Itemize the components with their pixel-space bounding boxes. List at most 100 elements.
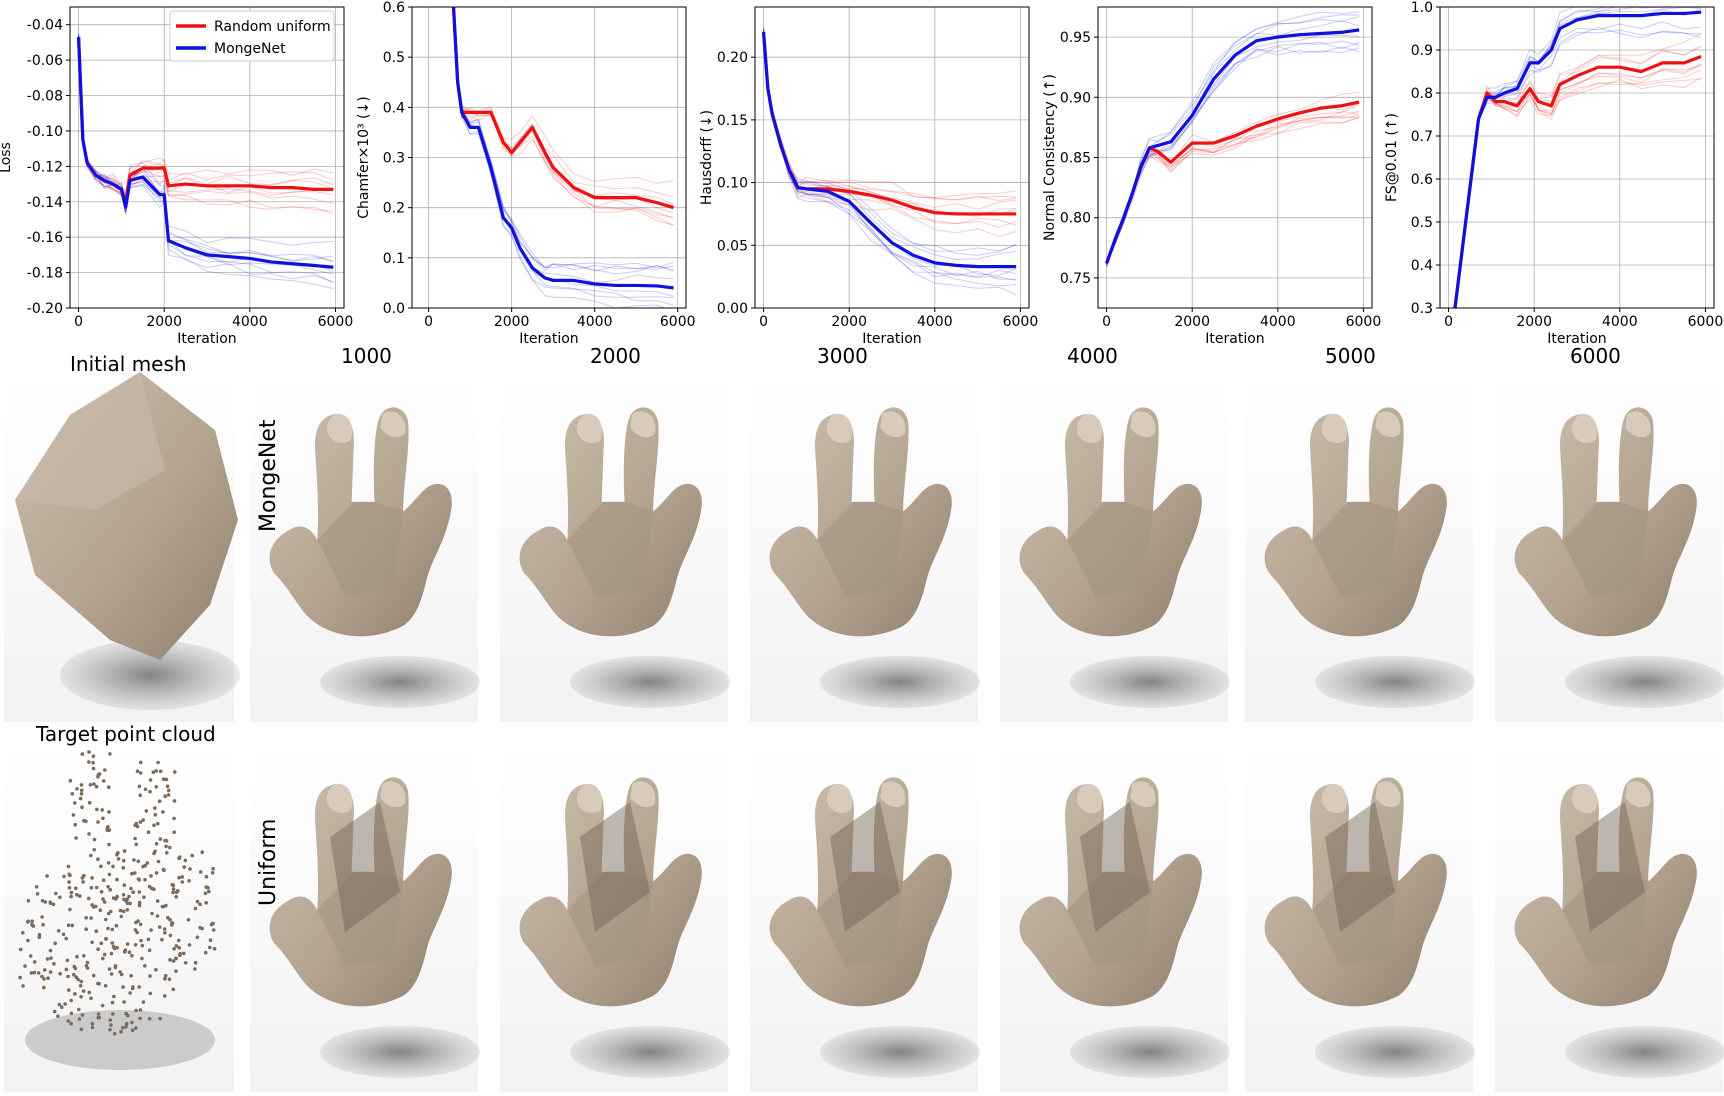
point <box>200 850 204 854</box>
series-trace-mongenet <box>78 36 334 283</box>
point <box>70 792 75 796</box>
plot-area <box>451 7 675 308</box>
mesh-artifact <box>580 802 650 932</box>
y-tick-label: -0.10 <box>27 124 63 140</box>
point <box>32 960 37 964</box>
point <box>45 874 49 878</box>
point <box>104 917 108 922</box>
x-tick-label: 2000 <box>146 314 182 330</box>
point <box>79 788 84 793</box>
point <box>118 908 123 913</box>
point <box>153 849 157 854</box>
point <box>69 1021 73 1026</box>
point <box>174 944 179 948</box>
point <box>96 857 100 861</box>
point <box>23 964 27 968</box>
point <box>111 1012 115 1016</box>
iteration-label-4000: 4000 <box>1067 344 1118 368</box>
mesh-artifact <box>1080 802 1150 932</box>
point <box>18 975 22 980</box>
y-tick-label: 0.75 <box>1060 271 1091 287</box>
point <box>36 971 41 975</box>
point <box>92 848 96 852</box>
row-label-uniform: Uniform <box>256 818 281 906</box>
point <box>92 837 97 842</box>
x-tick-label: 4000 <box>917 314 953 330</box>
point <box>141 1000 146 1004</box>
point <box>154 842 159 846</box>
series-trace-random-uniform <box>453 7 674 226</box>
y-axis-label: Normal Consistency (↑) <box>1042 74 1058 241</box>
point <box>58 971 62 976</box>
point <box>144 809 149 813</box>
point <box>66 923 71 928</box>
point <box>207 889 211 894</box>
point <box>166 793 171 797</box>
plot-area <box>1453 7 1702 308</box>
point <box>164 903 168 908</box>
y-axis-label: Loss <box>0 142 14 173</box>
point <box>138 1008 143 1012</box>
point <box>133 928 138 932</box>
point <box>108 1027 112 1032</box>
point <box>139 938 143 943</box>
point <box>107 785 111 789</box>
iteration-label-1000: 1000 <box>341 344 392 368</box>
point <box>146 830 151 834</box>
point <box>198 902 202 907</box>
y-tick-label: 0.6 <box>1411 172 1433 188</box>
point <box>176 938 181 943</box>
y-tick-label: -0.04 <box>27 18 63 34</box>
point <box>99 890 104 894</box>
point <box>129 886 133 891</box>
mesh-shadow <box>1070 1026 1230 1078</box>
series-trace-mongenet <box>453 9 674 269</box>
point <box>203 891 208 896</box>
mongenet-mesh-6000 <box>1495 372 1724 722</box>
target-point-cloud-label: Target point cloud <box>36 722 216 746</box>
point <box>18 947 23 952</box>
point <box>168 845 172 850</box>
x-tick-label: 4000 <box>1602 314 1638 330</box>
point <box>90 1025 95 1030</box>
point <box>73 822 77 827</box>
point <box>46 976 50 980</box>
point <box>42 968 47 972</box>
point <box>108 752 112 756</box>
point <box>109 972 114 976</box>
point <box>156 821 160 826</box>
point <box>63 1002 67 1006</box>
point <box>69 894 73 899</box>
point <box>164 844 168 849</box>
y-tick-label: 0.00 <box>717 301 748 317</box>
series-trace-mongenet <box>453 8 674 306</box>
axes-frame <box>69 6 345 309</box>
point <box>85 966 90 970</box>
mongenet-mesh-3000 <box>750 372 980 722</box>
legend: Random uniform MongeNet <box>169 10 335 62</box>
chart-5: 0 2000 4000 6000 0.3 0.4 0.5 0.6 0.7 0.8 0.9 1.0 Ite… <box>1384 0 1723 347</box>
point <box>154 968 158 972</box>
mesh-shadow <box>1315 1026 1475 1078</box>
point <box>143 964 147 968</box>
point <box>95 807 99 812</box>
point <box>26 920 30 924</box>
point <box>90 903 94 907</box>
plot-area <box>1105 11 1360 268</box>
point <box>210 871 215 875</box>
y-tick-label: -0.20 <box>27 301 63 317</box>
point <box>137 890 142 894</box>
point <box>100 1003 105 1008</box>
point <box>131 985 135 989</box>
point <box>40 899 45 903</box>
point <box>89 853 93 858</box>
point <box>150 911 154 916</box>
point <box>78 796 83 801</box>
point <box>29 971 34 975</box>
y-tick-label: 0.1 <box>383 251 405 267</box>
point <box>121 893 126 897</box>
point <box>92 782 96 786</box>
point <box>115 945 119 950</box>
y-tick-label: 0.20 <box>717 50 748 66</box>
